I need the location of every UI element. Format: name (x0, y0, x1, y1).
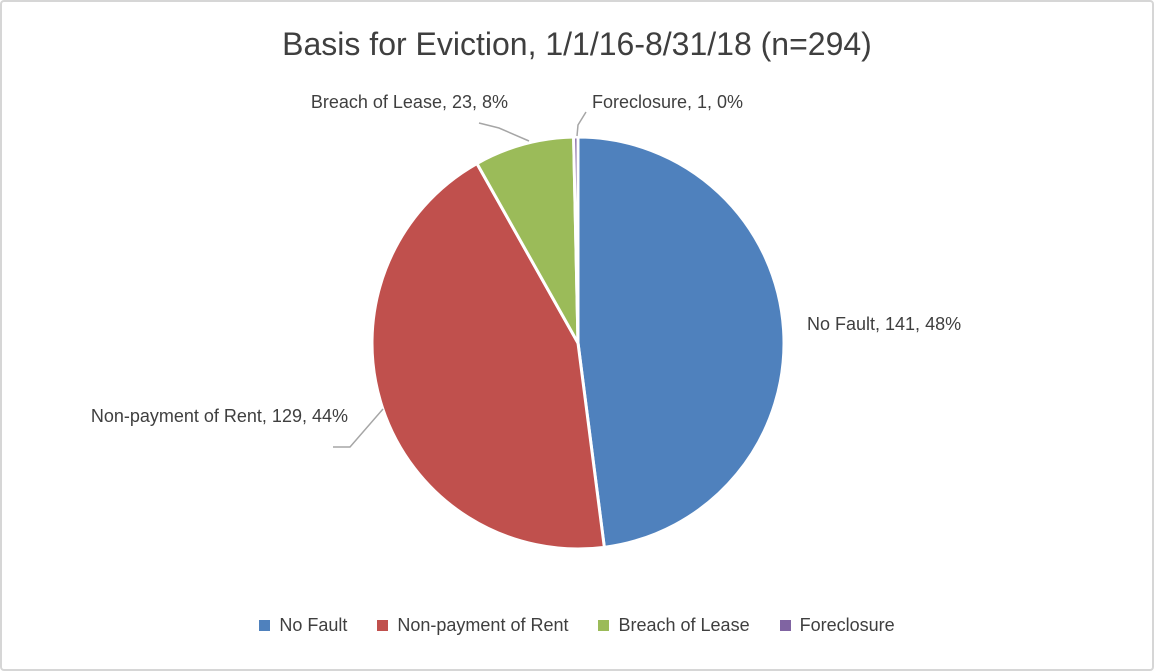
leader-line-breach-of-lease (478, 122, 530, 142)
pie-slice-foreclosure (572, 135, 580, 345)
legend-item-breach-of-lease: Breach of Lease (598, 615, 750, 636)
pie-slice-non-payment-of-rent (370, 162, 606, 551)
pie-slice-breach-of-lease (475, 135, 580, 345)
leader-line-non-payment-of-rent (333, 408, 384, 448)
data-label-non-payment-of-rent: Non-payment of Rent, 129, 44% (90, 406, 348, 426)
legend-label: Foreclosure (799, 615, 895, 635)
legend-item-no-fault: No Fault (259, 615, 347, 636)
data-label-breach-of-lease: Breach of Lease, 23, 8% (310, 92, 508, 112)
data-label-foreclosure: Foreclosure, 1, 0% (592, 92, 744, 112)
legend-label: Non-payment of Rent (397, 615, 569, 635)
legend-swatch-no-fault (259, 620, 271, 631)
legend-label: No Fault (279, 615, 348, 635)
leader-line-foreclosure (576, 111, 587, 137)
legend-swatch-breach-of-lease (598, 620, 610, 631)
legend-item-foreclosure: Foreclosure (779, 615, 895, 636)
pie-slice-no-fault (576, 135, 786, 549)
data-label-no-fault: No Fault, 141, 48% (807, 314, 962, 334)
legend-swatch-foreclosure (779, 620, 791, 631)
chart-title: Basis for Eviction, 1/1/16-8/31/18 (n=29… (282, 26, 872, 62)
legend-label: Breach of Lease (618, 615, 750, 635)
chart-legend: No Fault Non-payment of Rent Breach of L… (2, 615, 1152, 636)
legend-swatch-non-payment-of-rent (377, 620, 389, 631)
legend-item-non-payment-of-rent: Non-payment of Rent (377, 615, 568, 636)
